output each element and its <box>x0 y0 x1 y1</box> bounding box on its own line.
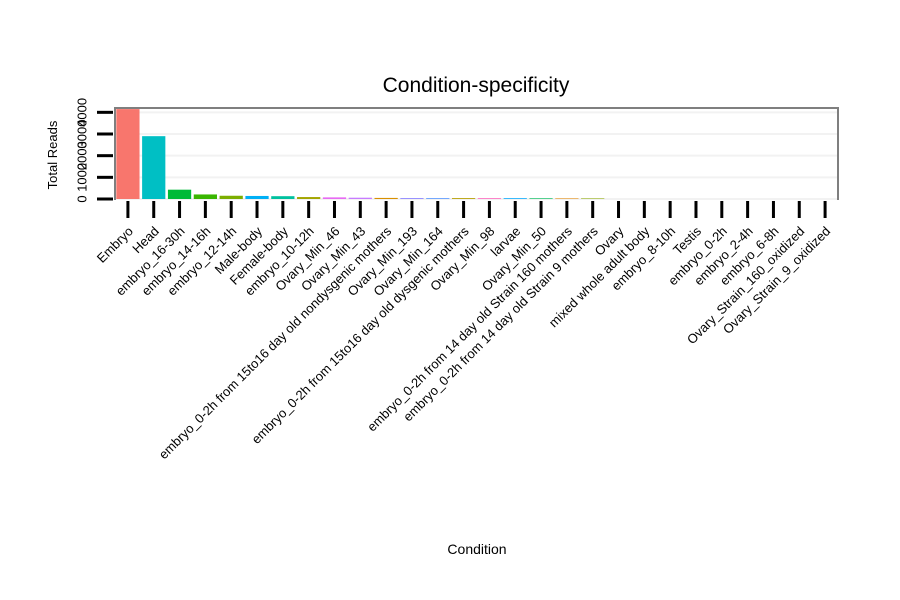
y-axis-title: Total Reads <box>45 120 60 189</box>
bar <box>503 198 527 199</box>
x-axis-ticks <box>126 201 827 218</box>
bar <box>219 195 243 199</box>
bar <box>477 198 502 199</box>
bar <box>116 109 140 199</box>
bars <box>116 109 605 199</box>
bar <box>374 197 398 199</box>
bar <box>322 197 347 199</box>
x-axis-title: Condition <box>447 541 506 557</box>
bar <box>400 198 424 199</box>
bar <box>555 198 579 199</box>
x-axis-tick-labels: EmbryoHeadembryo_16-30hembryo_14-16hembr… <box>94 223 833 462</box>
grid-lines <box>116 111 837 200</box>
chart-title: Condition-specificity <box>383 74 570 97</box>
bar <box>297 197 321 199</box>
bar <box>193 194 217 199</box>
y-tick-label: 2000 <box>74 141 89 170</box>
bar <box>529 198 553 199</box>
bar <box>451 198 476 199</box>
bar <box>426 198 450 199</box>
bar <box>245 195 269 199</box>
bar <box>167 189 192 199</box>
y-tick-label: 0 <box>74 195 89 202</box>
y-tick-label: 4000 <box>74 98 89 127</box>
y-tick-label: 1000 <box>74 163 89 192</box>
bar <box>581 198 605 199</box>
plot-panel <box>114 107 839 200</box>
y-tick-label: 3000 <box>74 120 89 149</box>
bar <box>271 196 295 199</box>
bar <box>348 197 372 199</box>
bar <box>142 136 166 199</box>
